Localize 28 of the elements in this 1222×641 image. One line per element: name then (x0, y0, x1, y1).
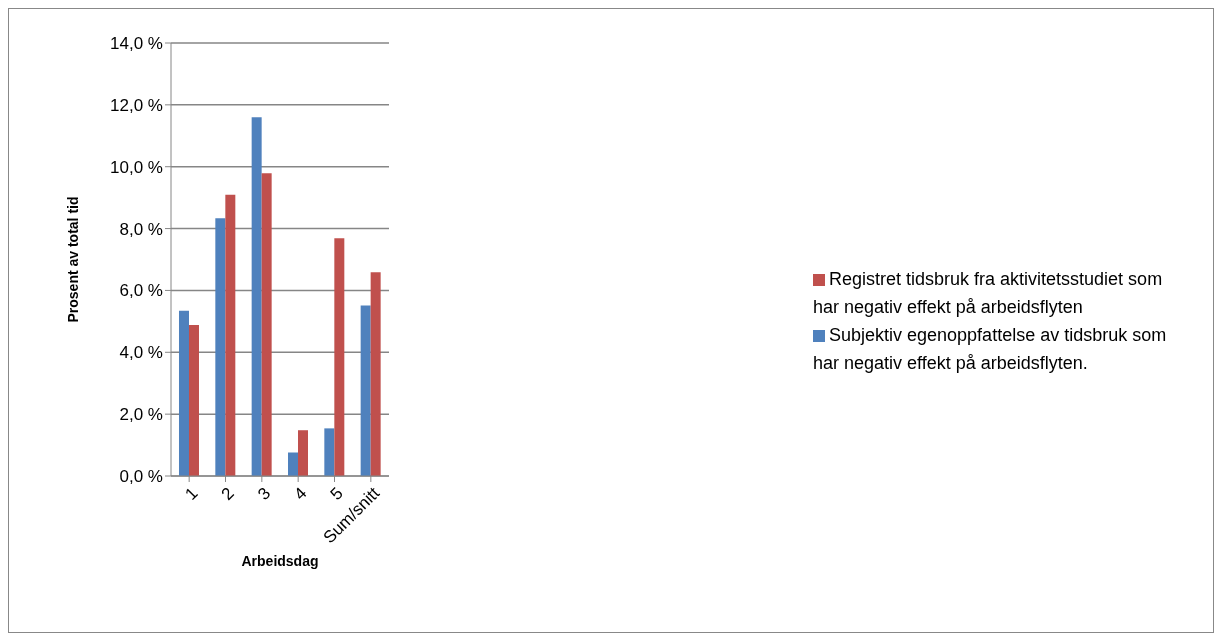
x-axis-title: Arbeidsdag (241, 553, 319, 569)
y-tick-label: 8,0 % (119, 219, 163, 239)
bar (287, 452, 298, 476)
bar (324, 428, 335, 476)
bar (370, 272, 381, 476)
bar (251, 117, 262, 476)
y-tick-label: 10,0 % (110, 157, 163, 177)
y-tick-label: 6,0 % (119, 281, 163, 301)
x-tick-label: 4 (290, 483, 311, 504)
bar (215, 218, 226, 476)
x-tick-label: 1 (181, 483, 202, 504)
bar (178, 310, 189, 476)
bar (297, 430, 308, 476)
y-tick-label: 4,0 % (119, 343, 163, 363)
y-tick-label: 14,0 % (110, 34, 163, 54)
x-tick-label: 3 (254, 483, 275, 504)
bar (188, 325, 199, 476)
y-tick-label: 12,0 % (110, 95, 163, 115)
bar (225, 194, 236, 476)
bar (261, 173, 272, 476)
legend-label: Registret tidsbruk fra aktivitetsstudiet som har negativ effekt på arbeidsflyten (813, 268, 1163, 317)
y-axis-title: Prosent av total tid (64, 196, 81, 323)
bar (334, 238, 345, 476)
y-tick-label: 2,0 % (119, 405, 163, 425)
x-tick-label: 2 (217, 483, 238, 504)
bar (360, 305, 371, 476)
y-tick-label: 0,0 % (119, 467, 163, 487)
legend-label: Subjektiv egenoppfattelse av tidsbruk som har negativ effekt på arbeidsflyten. (813, 324, 1167, 373)
